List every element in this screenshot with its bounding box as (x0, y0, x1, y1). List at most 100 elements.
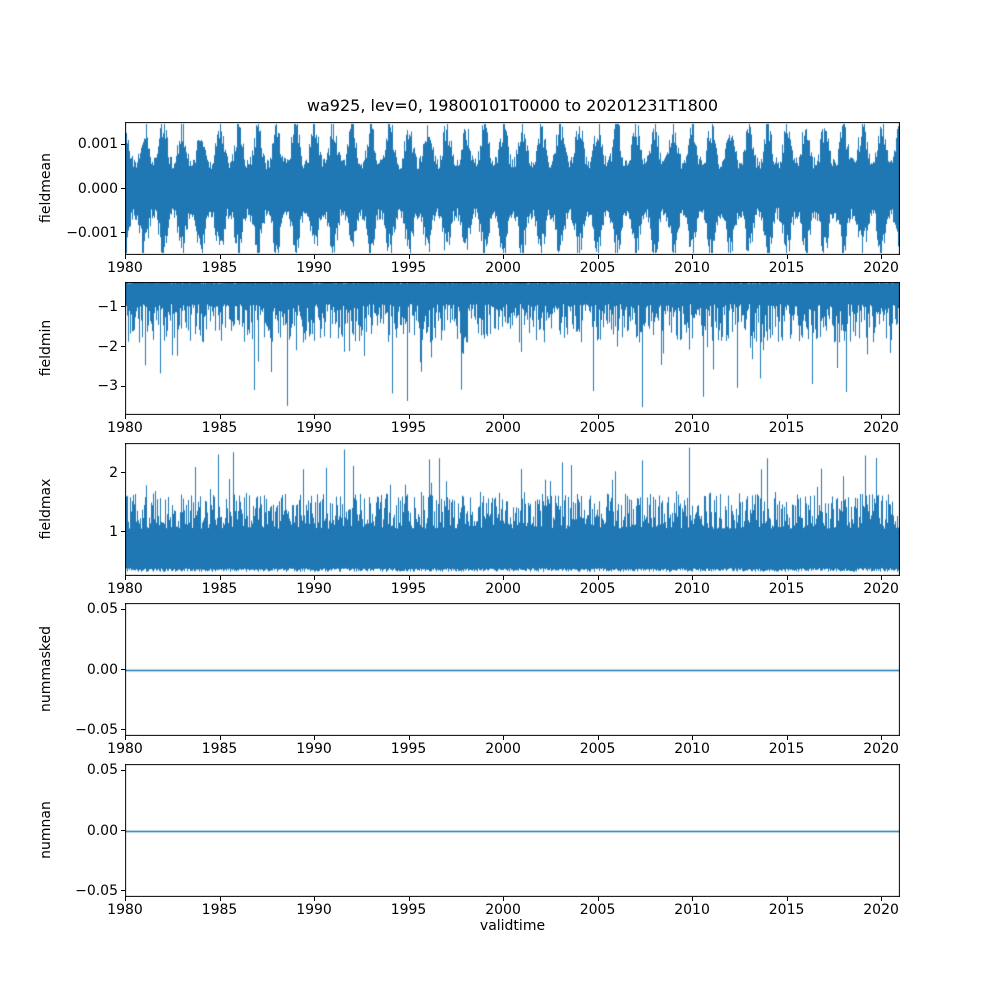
x-tick-label: 2000 (485, 902, 521, 918)
x-tick-label: 2010 (674, 902, 710, 918)
x-tick-mark (691, 576, 693, 580)
y-tick-mark (121, 890, 125, 892)
x-tick-mark (880, 576, 882, 580)
x-tick-mark (124, 415, 126, 419)
fieldmin-plot-canvas (125, 282, 900, 415)
y-tick-label: 0.00 (86, 822, 118, 839)
x-tick-label: 1985 (201, 581, 238, 597)
x-tick-mark (502, 576, 504, 580)
x-tick-label: 2005 (579, 420, 616, 436)
x-tick-label: 2015 (768, 741, 805, 757)
x-tick-label: 1980 (107, 260, 143, 276)
x-tick-label: 1985 (201, 741, 238, 757)
x-tick-label: 2005 (579, 741, 616, 757)
fieldmean-plot-canvas (125, 122, 900, 255)
x-tick-label: 1995 (390, 741, 427, 757)
numnan-plot-canvas (125, 764, 900, 897)
x-tick-label: 2005 (579, 902, 616, 918)
x-tick-mark (691, 415, 693, 419)
chart-title: wa925, lev=0, 19800101T0000 to 20201231T… (306, 96, 719, 115)
subplot-nummasked: nummasked 0.05 0.00 −0.05 1980 1985 1990 1995 2… (0, 601, 1000, 757)
x-tick-mark (313, 897, 315, 901)
x-tick-label: 1980 (107, 902, 143, 918)
x-tick-label: 1995 (390, 260, 427, 276)
subplot-numnan: numnan 0.05 0.00 −0.05 1980 1985 1990 1995 2000… (0, 762, 1000, 918)
x-tick-label: 2000 (485, 420, 521, 436)
y-tick-label: −3 (97, 378, 118, 395)
x-tick-label: 1990 (296, 260, 332, 276)
y-tick-mark (121, 385, 125, 387)
y-tick-label: −2 (97, 338, 118, 355)
x-tick-label: 2010 (674, 420, 710, 436)
x-tick-mark (597, 736, 599, 740)
x-tick-mark (786, 897, 788, 901)
x-tick-label: 1990 (296, 420, 332, 436)
x-axis-label: validtime (479, 918, 546, 934)
x-tick-mark (408, 736, 410, 740)
x-tick-mark (786, 576, 788, 580)
x-tick-mark (124, 897, 126, 901)
x-tick-mark (502, 255, 504, 259)
x-tick-label: 2000 (485, 260, 521, 276)
y-tick-mark (121, 472, 125, 474)
subplot-fieldmax: fieldmax 2 1 1980 1985 1990 1995 2000 2005 2010 2… (0, 443, 1000, 597)
x-tick-label: 2000 (485, 741, 521, 757)
x-tick-label: 1985 (201, 420, 238, 436)
x-tick-mark (597, 415, 599, 419)
x-tick-mark (880, 255, 882, 259)
x-tick-label: 1995 (390, 581, 427, 597)
x-tick-mark (786, 736, 788, 740)
y-tick-mark (121, 188, 125, 189)
y-tick-mark (121, 729, 125, 731)
x-tick-mark (408, 576, 410, 580)
x-tick-mark (880, 736, 882, 740)
subplot-fieldmean: fieldmean 0.001 0.000 −0.001 1980 1985 1990 19… (0, 122, 1000, 276)
x-tick-mark (124, 576, 126, 580)
y-tick-label: −0.05 (75, 721, 118, 738)
y-tick-label: 1 (109, 523, 118, 540)
y-tick-label: 0.00 (86, 661, 118, 678)
x-tick-label: 2015 (768, 420, 805, 436)
x-tick-label: 2010 (674, 260, 710, 276)
y-tick-mark (121, 531, 125, 533)
x-tick-mark (597, 897, 599, 901)
x-tick-mark (124, 255, 126, 259)
nummasked-plot-canvas (125, 603, 900, 736)
y-tick-label: −1 (97, 298, 118, 315)
subplot-fieldmin: fieldmin −1 −2 −3 1980 1985 1990 1995 2000 2005 2… (0, 282, 1000, 436)
y-tick-label: −0.05 (75, 882, 118, 899)
x-tick-label: 2020 (863, 581, 899, 597)
y-tick-label: −0.001 (66, 224, 118, 241)
x-tick-label: 2020 (863, 741, 899, 757)
y-tick-label: 0.05 (86, 762, 118, 779)
x-tick-label: 1995 (390, 902, 427, 918)
x-tick-label: 2010 (674, 581, 710, 597)
x-tick-mark (124, 736, 126, 740)
x-tick-mark (691, 897, 693, 901)
x-tick-label: 2020 (863, 420, 899, 436)
x-tick-mark (219, 576, 221, 580)
x-tick-label: 2005 (579, 581, 616, 597)
x-tick-mark (880, 415, 882, 419)
x-tick-mark (219, 897, 221, 901)
x-tick-label: 1995 (390, 420, 427, 436)
x-tick-label: 2000 (485, 581, 521, 597)
x-tick-label: 1980 (107, 420, 143, 436)
x-tick-label: 2010 (674, 741, 710, 757)
x-tick-mark (691, 736, 693, 740)
x-tick-mark (502, 897, 504, 901)
x-tick-mark (313, 576, 315, 580)
x-tick-label: 2005 (579, 260, 616, 276)
x-tick-label: 2020 (863, 902, 899, 918)
x-tick-mark (313, 255, 315, 259)
y-tick-mark (121, 306, 125, 308)
y-tick-label: 0.05 (86, 601, 118, 618)
x-tick-label: 1990 (296, 902, 332, 918)
y-tick-mark (121, 669, 125, 670)
y-tick-mark (121, 769, 125, 771)
x-tick-mark (786, 255, 788, 259)
x-tick-mark (408, 897, 410, 901)
x-tick-label: 1990 (296, 741, 332, 757)
x-tick-label: 1990 (296, 581, 332, 597)
